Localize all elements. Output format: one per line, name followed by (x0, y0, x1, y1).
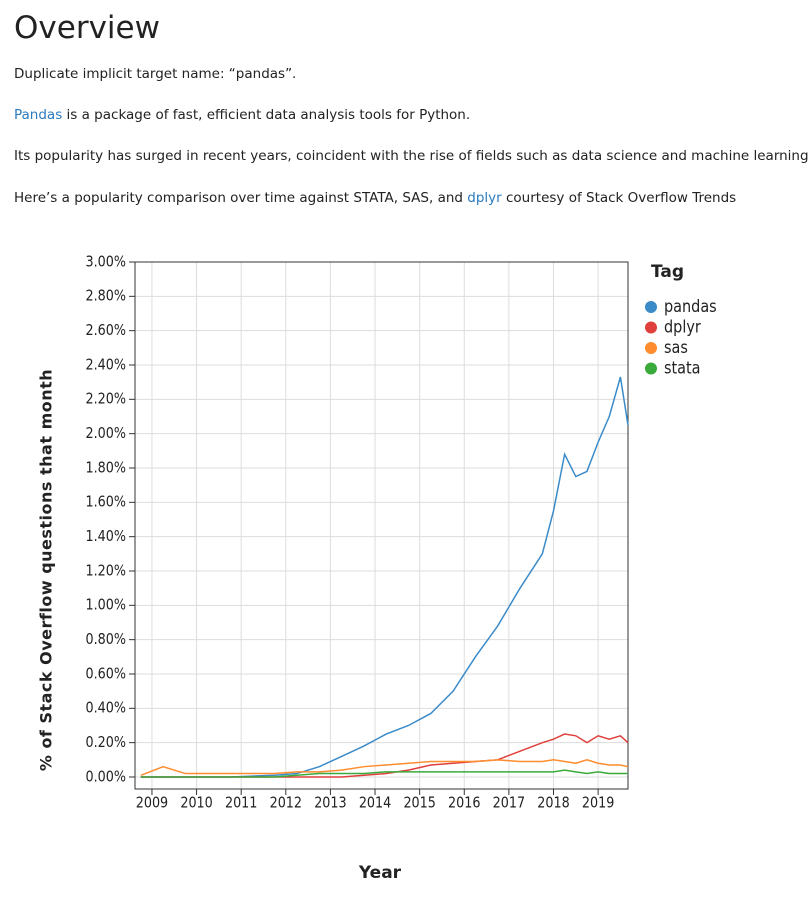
x-tick-label: 2019 (582, 794, 614, 811)
text: Duplicate implicit target name: “pandas”… (14, 66, 297, 82)
x-tick-label: 2011 (225, 794, 257, 811)
text: courtesy of Stack Overflow Trends (501, 190, 737, 206)
text: is a package of fast, efficient data ana… (62, 107, 471, 123)
legend-label: dplyr (664, 316, 701, 336)
x-tick-label: 2014 (359, 794, 392, 811)
link[interactable]: Pandas (14, 107, 63, 123)
y-tick-label: 3.00% (86, 253, 126, 270)
x-tick-label: 2013 (314, 794, 346, 811)
legend-label: pandas (664, 296, 717, 316)
y-tick-label: 2.20% (86, 391, 126, 408)
legend-marker (645, 342, 657, 354)
x-tick-label: 2009 (136, 794, 168, 811)
paragraph: Duplicate implicit target name: “pandas”… (14, 66, 296, 82)
x-tick-label: 2010 (180, 794, 212, 811)
y-axis-label: % of Stack Overflow questions that month (37, 369, 56, 771)
y-tick-label: 2.60% (86, 322, 126, 339)
y-tick-label: 1.40% (86, 528, 126, 545)
y-tick-label: 0.40% (86, 700, 126, 717)
y-tick-label: 0.00% (86, 768, 126, 785)
y-tick-label: 0.20% (86, 734, 126, 751)
legend-title: Tag (651, 262, 684, 282)
y-tick-label: 1.80% (86, 459, 126, 476)
paragraph: Its popularity has surged in recent year… (14, 148, 808, 164)
y-tick-label: 2.80% (86, 288, 126, 305)
y-tick-label: 1.00% (86, 597, 126, 614)
plot-frame (134, 261, 629, 790)
page-title: Overview (14, 10, 160, 46)
x-tick-label: 2017 (493, 794, 525, 811)
x-axis-label: Year (358, 863, 402, 883)
x-tick-label: 2012 (270, 794, 302, 811)
legend-marker (645, 301, 657, 313)
y-tick-label: 1.60% (86, 494, 126, 511)
chart: Year % of Stack Overflow questions that … (37, 253, 717, 883)
line-series (140, 376, 629, 778)
y-tick-label: 0.80% (86, 631, 126, 648)
x-tick-label: 2015 (403, 794, 435, 811)
line-series (140, 759, 629, 776)
x-tick-label: 2018 (537, 794, 569, 811)
paragraph: Here’s a popularity comparison over time… (14, 190, 736, 206)
y-tick-label: 2.00% (86, 425, 126, 442)
legend-marker (645, 362, 657, 375)
link[interactable]: dplyr (467, 190, 502, 206)
line-series (140, 769, 628, 778)
text: Here’s a popularity comparison over time… (14, 190, 468, 206)
y-tick-label: 2.40% (86, 356, 126, 373)
y-tick-label: 0.60% (86, 665, 126, 682)
legend-marker (645, 321, 657, 334)
y-tick-label: 1.20% (86, 562, 126, 579)
text: Its popularity has surged in recent year… (14, 148, 808, 164)
legend-label: sas (664, 337, 688, 357)
paragraph: Pandas is a package of fast, efficient d… (14, 107, 470, 123)
line-series (140, 733, 629, 778)
x-tick-label: 2016 (448, 794, 480, 811)
legend-label: stata (664, 357, 701, 377)
